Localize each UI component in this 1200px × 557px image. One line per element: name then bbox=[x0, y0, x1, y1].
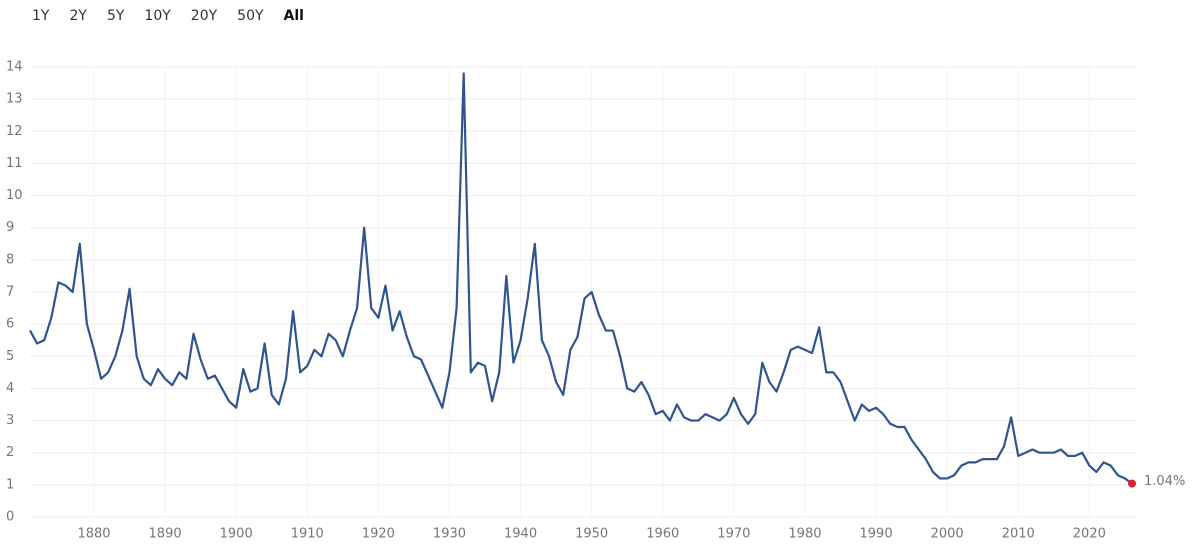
y-tick-label: 12 bbox=[6, 124, 23, 139]
y-tick-label: 0 bbox=[6, 510, 14, 525]
range-button[interactable]: 50Y bbox=[237, 8, 264, 24]
x-tick-label: 1990 bbox=[860, 527, 893, 542]
y-tick-label: 11 bbox=[6, 156, 23, 171]
x-tick-label: 1970 bbox=[717, 527, 750, 542]
x-tick-label: 1940 bbox=[504, 527, 537, 542]
y-tick-label: 7 bbox=[6, 285, 14, 300]
y-tick-label: 13 bbox=[6, 92, 23, 107]
x-tick-label: 2020 bbox=[1073, 527, 1106, 542]
x-tick-label: 2010 bbox=[1002, 527, 1035, 542]
range-button[interactable]: 1Y bbox=[32, 8, 50, 24]
y-tick-label: 8 bbox=[6, 252, 14, 267]
x-tick-label: 1920 bbox=[362, 527, 395, 542]
y-tick-label: 4 bbox=[6, 381, 14, 396]
range-button[interactable]: 5Y bbox=[106, 8, 125, 24]
y-tick-label: 1 bbox=[6, 477, 14, 492]
x-tick-label: 1960 bbox=[646, 527, 679, 542]
y-tick-label: 9 bbox=[6, 220, 14, 235]
range-button[interactable]: 20Y bbox=[190, 8, 218, 24]
range-button[interactable]: All bbox=[283, 8, 304, 24]
y-tick-label: 5 bbox=[6, 349, 14, 364]
y-tick-label: 2 bbox=[6, 445, 14, 460]
x-tick-label: 1930 bbox=[433, 527, 466, 542]
x-tick-label: 1900 bbox=[220, 527, 253, 542]
y-tick-label: 10 bbox=[6, 188, 23, 203]
x-tick-label: 2000 bbox=[931, 527, 964, 542]
x-tick-label: 1890 bbox=[149, 527, 182, 542]
y-tick-label: 6 bbox=[6, 317, 14, 332]
x-tick-label: 1880 bbox=[77, 527, 110, 542]
range-button[interactable]: 2Y bbox=[69, 8, 87, 24]
x-tick-label: 1910 bbox=[291, 527, 324, 542]
value-label: 1.04% bbox=[1144, 474, 1185, 489]
range-selector: 1Y 2Y 5Y 10Y 20Y 50Y All bbox=[22, 6, 314, 26]
y-tick-label: 14 bbox=[6, 60, 23, 75]
last-point bbox=[1128, 479, 1136, 488]
x-tick-label: 1950 bbox=[575, 527, 608, 542]
range-button[interactable]: 10Y bbox=[144, 8, 171, 24]
series-line bbox=[29, 72, 1133, 485]
y-tick-label: 3 bbox=[6, 413, 14, 428]
x-tick-label: 1980 bbox=[788, 527, 821, 542]
